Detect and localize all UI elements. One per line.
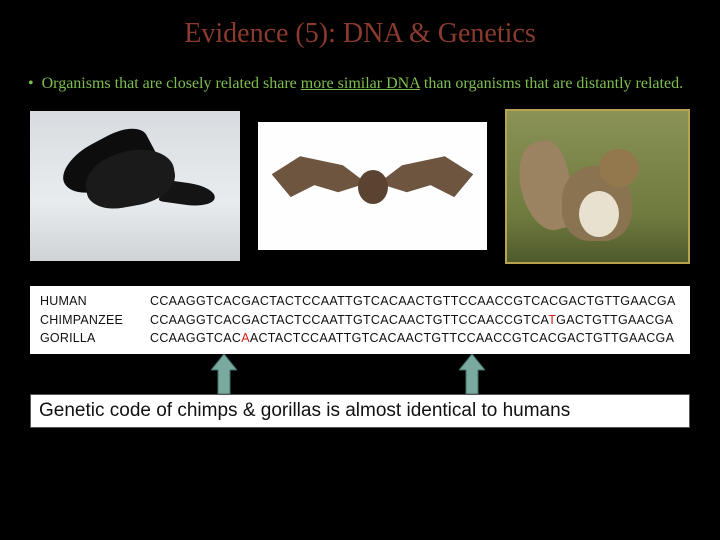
dna-sequence: CCAAGGTCACAACTACTCCAATTGTCACAACTGTTCCAAC…	[150, 329, 674, 348]
bullet-text-pre: Organisms that are closely related share	[42, 75, 301, 92]
image-crow	[30, 111, 240, 261]
bullet-marker: •	[28, 70, 34, 99]
images-row	[0, 99, 720, 264]
bullet-point: • Organisms that are closely related sha…	[0, 70, 720, 99]
dna-row: HUMANCCAAGGTCACGACTACTCCAATTGTCACAACTGTT…	[40, 292, 680, 311]
arrow-up-icon	[459, 354, 485, 394]
dna-label: GORILLA	[40, 329, 150, 348]
dna-row: GORILLACCAAGGTCACAACTACTCCAATTGTCACAACTG…	[40, 329, 680, 348]
dna-sequence: CCAAGGTCACGACTACTCCAATTGTCACAACTGTTCCAAC…	[150, 311, 673, 330]
dna-sequence: CCAAGGTCACGACTACTCCAATTGTCACAACTGTTCCAAC…	[150, 292, 676, 311]
bullet-text-post: than organisms that are distantly relate…	[420, 75, 683, 92]
dna-row: CHIMPANZEECCAAGGTCACGACTACTCCAATTGTCACAA…	[40, 311, 680, 330]
caption-bar: Genetic code of chimps & gorillas is alm…	[30, 394, 690, 428]
slide-title: Evidence (5): DNA & Genetics	[0, 0, 720, 70]
arrow-up-icon	[211, 354, 237, 394]
bullet-text-emph: more similar DNA	[301, 75, 420, 92]
dna-label: HUMAN	[40, 292, 150, 311]
arrows-row	[30, 354, 690, 394]
image-bat	[258, 122, 488, 250]
image-squirrel	[505, 109, 690, 264]
dna-sequence-table: HUMANCCAAGGTCACGACTACTCCAATTGTCACAACTGTT…	[30, 286, 690, 354]
dna-label: CHIMPANZEE	[40, 311, 150, 330]
